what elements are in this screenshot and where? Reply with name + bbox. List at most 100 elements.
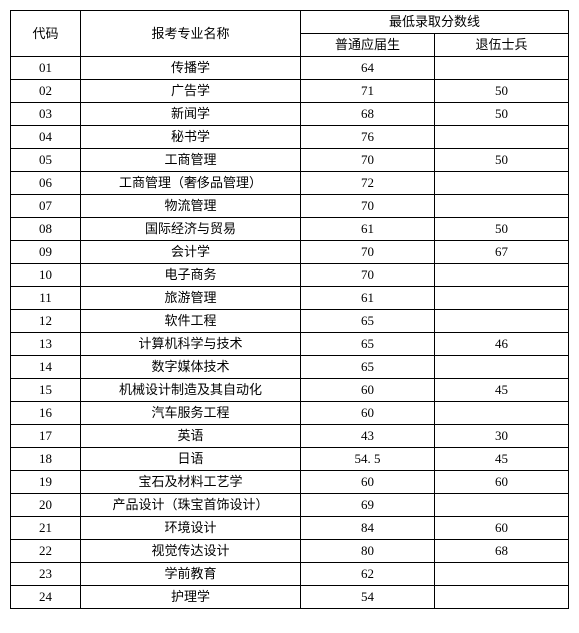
cell-score2 [435,494,569,517]
cell-major: 旅游管理 [81,287,301,310]
table-row: 05工商管理7050 [11,149,569,172]
cell-score1: 61 [301,287,435,310]
cell-score1: 60 [301,471,435,494]
cell-code: 22 [11,540,81,563]
cell-code: 15 [11,379,81,402]
cell-score2 [435,310,569,333]
cell-code: 02 [11,80,81,103]
table-row: 12软件工程65 [11,310,569,333]
cell-major: 学前教育 [81,563,301,586]
cell-score2: 60 [435,471,569,494]
cell-score1: 70 [301,264,435,287]
cell-score2 [435,563,569,586]
cell-major: 国际经济与贸易 [81,218,301,241]
table-row: 14数字媒体技术65 [11,356,569,379]
cell-code: 07 [11,195,81,218]
cell-major: 机械设计制造及其自动化 [81,379,301,402]
cell-major: 秘书学 [81,126,301,149]
header-score2: 退伍士兵 [435,34,569,57]
cell-code: 05 [11,149,81,172]
cell-score1: 70 [301,195,435,218]
cell-score1: 61 [301,218,435,241]
cell-major: 日语 [81,448,301,471]
cell-score2: 67 [435,241,569,264]
cell-code: 08 [11,218,81,241]
cell-score1: 64 [301,57,435,80]
table-row: 19宝石及材料工艺学6060 [11,471,569,494]
table-header: 代码 报考专业名称 最低录取分数线 普通应届生 退伍士兵 [11,11,569,57]
cell-major: 传播学 [81,57,301,80]
table-row: 07物流管理70 [11,195,569,218]
cell-score2: 46 [435,333,569,356]
table-row: 24护理学54 [11,586,569,609]
table-row: 04秘书学76 [11,126,569,149]
cell-score1: 54 [301,586,435,609]
cell-code: 18 [11,448,81,471]
cell-code: 01 [11,57,81,80]
cell-score1: 65 [301,356,435,379]
cell-score1: 65 [301,310,435,333]
table-row: 16汽车服务工程60 [11,402,569,425]
cell-major: 环境设计 [81,517,301,540]
cell-score2: 50 [435,103,569,126]
cell-code: 06 [11,172,81,195]
score-table: 代码 报考专业名称 最低录取分数线 普通应届生 退伍士兵 01传播学6402广告… [10,10,569,609]
cell-major: 物流管理 [81,195,301,218]
cell-score2 [435,402,569,425]
cell-code: 10 [11,264,81,287]
table-row: 08国际经济与贸易6150 [11,218,569,241]
table-row: 13计算机科学与技术6546 [11,333,569,356]
cell-major: 软件工程 [81,310,301,333]
table-row: 17英语4330 [11,425,569,448]
cell-score2: 68 [435,540,569,563]
cell-score1: 72 [301,172,435,195]
table-row: 02广告学7150 [11,80,569,103]
cell-score1: 69 [301,494,435,517]
table-row: 11旅游管理61 [11,287,569,310]
cell-major: 电子商务 [81,264,301,287]
table-row: 01传播学64 [11,57,569,80]
cell-major: 会计学 [81,241,301,264]
cell-major: 宝石及材料工艺学 [81,471,301,494]
cell-score1: 70 [301,149,435,172]
cell-score1: 60 [301,402,435,425]
table-row: 20产品设计（珠宝首饰设计）69 [11,494,569,517]
header-score-group: 最低录取分数线 [301,11,569,34]
cell-score1: 76 [301,126,435,149]
cell-major: 视觉传达设计 [81,540,301,563]
cell-major: 工商管理（奢侈品管理） [81,172,301,195]
cell-score1: 71 [301,80,435,103]
cell-score1: 60 [301,379,435,402]
cell-major: 产品设计（珠宝首饰设计） [81,494,301,517]
cell-major: 广告学 [81,80,301,103]
cell-score2 [435,57,569,80]
cell-code: 09 [11,241,81,264]
header-code: 代码 [11,11,81,57]
cell-score2: 45 [435,448,569,471]
cell-score1: 43 [301,425,435,448]
table-row: 18日语54. 545 [11,448,569,471]
cell-score1: 65 [301,333,435,356]
cell-code: 24 [11,586,81,609]
cell-code: 13 [11,333,81,356]
cell-code: 03 [11,103,81,126]
cell-score2: 50 [435,149,569,172]
table-row: 10电子商务70 [11,264,569,287]
cell-major: 汽车服务工程 [81,402,301,425]
cell-code: 23 [11,563,81,586]
cell-score1: 84 [301,517,435,540]
cell-score2: 50 [435,218,569,241]
cell-score2: 30 [435,425,569,448]
cell-code: 17 [11,425,81,448]
cell-major: 工商管理 [81,149,301,172]
cell-code: 11 [11,287,81,310]
cell-code: 14 [11,356,81,379]
cell-code: 21 [11,517,81,540]
cell-score1: 68 [301,103,435,126]
cell-code: 16 [11,402,81,425]
cell-score1: 70 [301,241,435,264]
table-row: 06工商管理（奢侈品管理）72 [11,172,569,195]
cell-score2: 60 [435,517,569,540]
cell-score2 [435,356,569,379]
table-row: 21环境设计8460 [11,517,569,540]
